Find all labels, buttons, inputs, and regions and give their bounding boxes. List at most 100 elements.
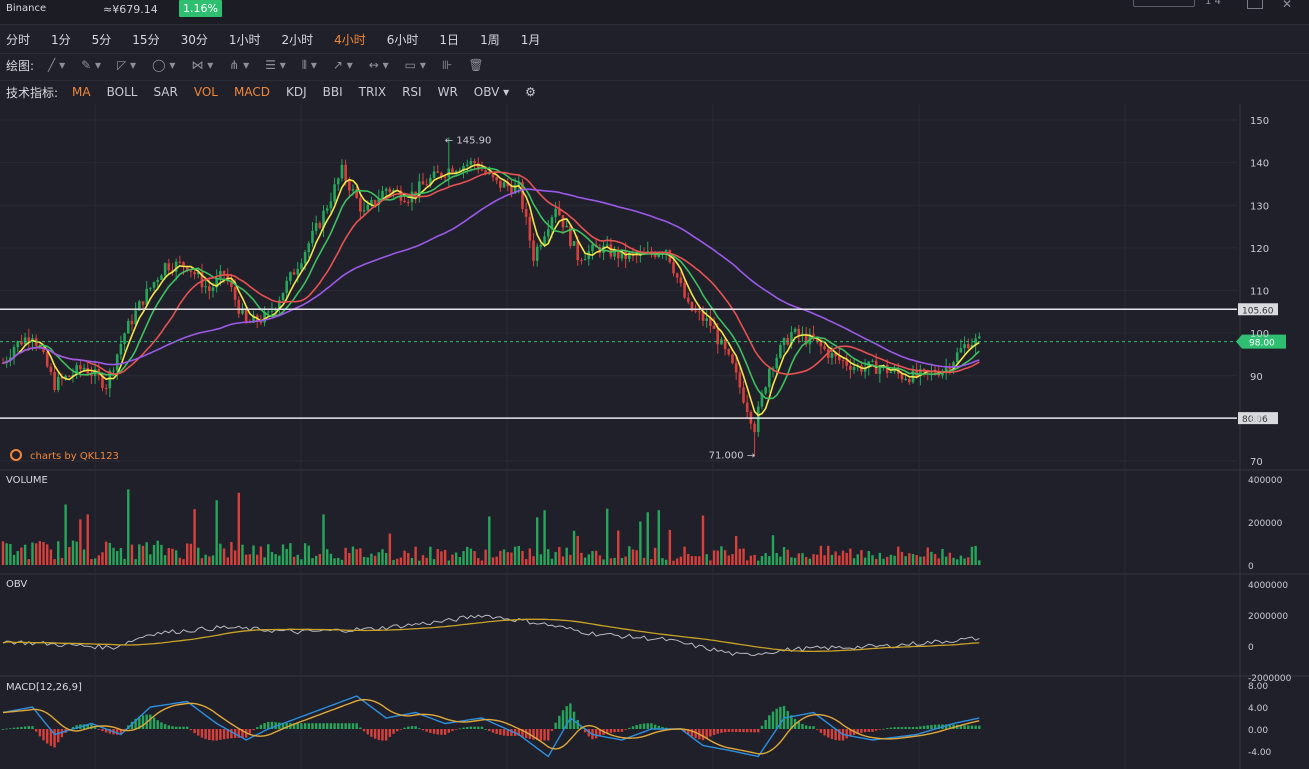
volume-bar	[204, 554, 207, 565]
macd-histogram-bar	[215, 729, 218, 741]
indicator-bbi[interactable]: BBI	[322, 85, 343, 99]
candle-body	[558, 208, 561, 216]
volume-bar	[506, 552, 509, 565]
volume-bar	[499, 550, 502, 565]
indicator-obv[interactable]: OBV ▾	[473, 85, 510, 99]
fork-tool-icon[interactable]: ⋈ ▾	[191, 58, 214, 72]
candle-body	[130, 320, 134, 325]
volume-bar	[510, 552, 513, 565]
macd-histogram-bar	[874, 729, 878, 731]
fib-tool-icon[interactable]: ☰ ▾	[265, 58, 286, 72]
top-right-button[interactable]	[1133, 0, 1195, 7]
horizontal-line-label-1: 80.06	[1242, 415, 1268, 425]
arrow-tool-icon[interactable]: ↗ ▾	[332, 58, 353, 72]
macd-histogram-bar	[631, 726, 635, 729]
macd-histogram-bar	[167, 725, 170, 729]
range-tool-icon[interactable]: ↔ ▾	[368, 58, 389, 72]
indicator-vol[interactable]: VOL	[193, 85, 218, 99]
settings-gear-icon[interactable]: ⚙	[525, 85, 536, 99]
candle-body	[289, 272, 292, 281]
chart-area[interactable]: 105.60 80.06 98.00 ← 145.90 71.000 → charts b…	[0, 104, 1309, 769]
candle-body	[443, 176, 447, 178]
volume-bar	[760, 556, 764, 565]
macd-histogram-bar	[764, 720, 767, 729]
macd-histogram-bar	[156, 720, 159, 729]
pitchfork-tool-icon[interactable]: ⋔ ▾	[229, 58, 250, 72]
volume-bar	[130, 544, 134, 565]
timeframe-4[interactable]: 30分	[180, 32, 208, 47]
volume-bar	[937, 558, 940, 565]
volume-bar	[565, 547, 568, 565]
price-tick-70: 70	[1250, 457, 1263, 468]
comment-tool-icon[interactable]: ▭ ▾	[404, 58, 426, 72]
candle-body	[318, 223, 322, 228]
macd-histogram-bar	[499, 729, 502, 735]
candle-body	[336, 178, 340, 185]
volume-bar	[594, 550, 598, 565]
timeframe-5[interactable]: 1小时	[228, 32, 261, 47]
volume-bar	[421, 555, 425, 565]
indicator-boll[interactable]: BOLL	[106, 85, 138, 99]
timeframe-6[interactable]: 2小时	[281, 32, 314, 47]
gann-tool-icon[interactable]: ⦀ ▾	[301, 57, 317, 72]
volume-bar	[145, 542, 148, 565]
macd-histogram-bar	[454, 729, 458, 730]
candle-body	[554, 208, 557, 218]
macd-title: MACD[12,26,9]	[6, 682, 82, 693]
indicator-wr[interactable]: WR	[437, 85, 458, 99]
volume-bar	[68, 546, 71, 565]
measure-tool-icon[interactable]: ⊪	[441, 58, 453, 72]
close-icon[interactable]: ✕	[1282, 0, 1293, 11]
trash-icon[interactable]: 🗑	[468, 58, 484, 72]
macd-histogram-bar	[963, 725, 966, 729]
volume-bar	[377, 552, 380, 565]
indicator-rsi[interactable]: RSI	[402, 85, 422, 99]
volume-bar	[738, 548, 742, 565]
volume-bar	[727, 555, 730, 565]
candle-body	[919, 369, 922, 377]
candle-body	[16, 341, 20, 348]
volume-bar	[270, 551, 274, 565]
line-tool-icon[interactable]: ╱ ▾	[48, 58, 66, 72]
volume-bar	[230, 541, 233, 565]
indicator-sar[interactable]: SAR	[153, 85, 178, 99]
timeframe-0[interactable]: 分时	[6, 32, 31, 47]
indicator-kdj[interactable]: KDJ	[285, 85, 307, 99]
timeframe-2[interactable]: 5分	[91, 32, 112, 47]
volume-bar	[705, 554, 708, 565]
candle-body	[351, 189, 355, 191]
timeframe-8[interactable]: 6小时	[386, 32, 419, 47]
volume-bar	[683, 546, 686, 565]
timeframe-9[interactable]: 1日	[439, 32, 460, 47]
timeframe-7[interactable]: 4小时	[334, 32, 366, 47]
candle-body	[90, 373, 93, 377]
circle-tool-icon[interactable]: ◯ ▾	[152, 58, 176, 72]
candle-body	[915, 369, 918, 377]
timeframe-1[interactable]: 1分	[51, 32, 71, 47]
volume-bar	[116, 551, 119, 565]
candle-body	[185, 266, 189, 271]
horizontal-line-label-bg-0	[1238, 303, 1278, 316]
indicator-trix[interactable]: TRIX	[358, 85, 387, 99]
macd-histogram-bar	[138, 716, 141, 729]
candle-body	[56, 376, 60, 391]
indicator-macd[interactable]: MACD	[233, 85, 270, 99]
volume-bar	[517, 545, 520, 565]
macd-histogram-bar	[867, 729, 870, 732]
trend-tool-icon[interactable]: ◸ ▾	[117, 58, 137, 72]
macd-histogram-bar	[134, 718, 137, 729]
volume-bar	[141, 545, 145, 565]
macd-histogram-bar	[237, 729, 240, 738]
pencil-tool-icon[interactable]: ✎ ▾	[81, 58, 102, 72]
macd-histogram-bar	[285, 723, 288, 729]
screenshot-icon[interactable]	[1247, 0, 1263, 9]
candle-body	[454, 171, 458, 173]
timeframe-3[interactable]: 15分	[132, 32, 160, 47]
timeframe-10[interactable]: 1周	[480, 32, 500, 47]
indicator-ma[interactable]: MA	[72, 85, 91, 99]
volume-bar	[642, 557, 646, 565]
timeframe-bar: 分时 1分 5分 15分 30分 1小时 2小时 4小时 6小时 1日 1周 1月	[0, 28, 1309, 50]
timeframe-11[interactable]: 1月	[520, 32, 541, 47]
volume-bar	[359, 548, 362, 565]
price-tick-130: 130	[1250, 201, 1269, 212]
